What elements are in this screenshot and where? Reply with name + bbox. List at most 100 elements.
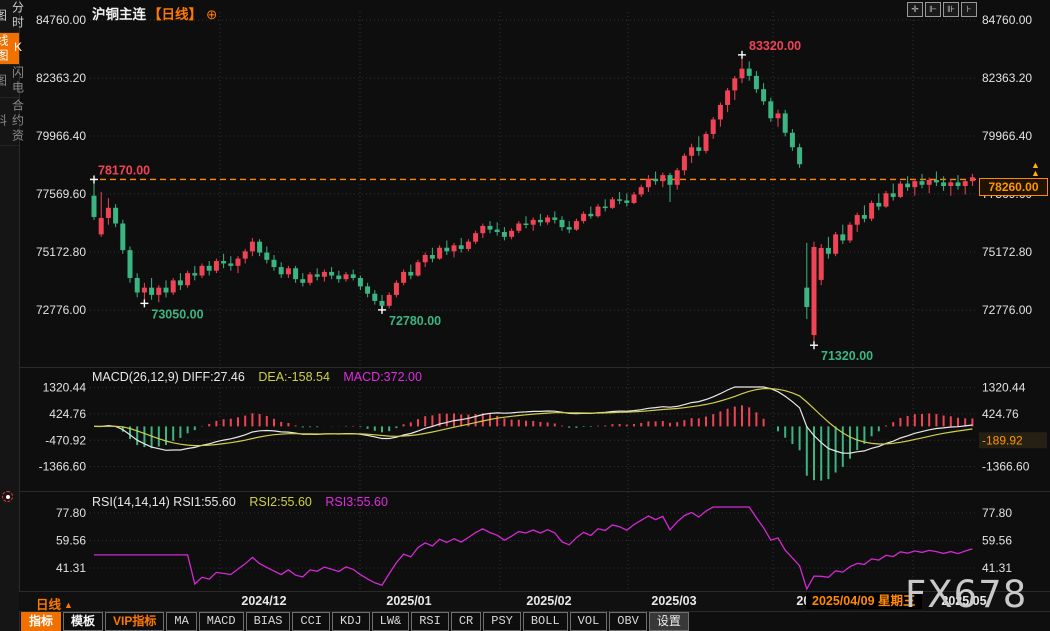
candle-body bbox=[566, 227, 572, 230]
candle-body bbox=[372, 293, 378, 301]
candle-body bbox=[393, 282, 399, 295]
xaxis-row: 日线▲ 2024/122025/012025/022025/032025/042… bbox=[19, 592, 1050, 612]
xaxis-tick-label: 2025/02 bbox=[526, 594, 572, 608]
candle-body bbox=[336, 275, 342, 280]
candle-body bbox=[408, 271, 414, 276]
add-compare-icon[interactable]: ⊕ bbox=[206, 7, 218, 22]
candle-body bbox=[912, 181, 918, 188]
candle-body bbox=[437, 247, 443, 259]
candle-body bbox=[501, 231, 507, 237]
candle-body bbox=[573, 221, 579, 230]
candle-body bbox=[638, 187, 644, 195]
candle-body bbox=[703, 133, 709, 151]
period-dropdown-icon: ▲ bbox=[64, 600, 73, 610]
candle-body bbox=[473, 233, 479, 242]
price-axis-label-left: 75172.80 bbox=[36, 245, 86, 259]
macd-axis-label-right: -189.92 bbox=[982, 433, 1023, 447]
candle-body bbox=[588, 213, 594, 217]
candle-body bbox=[581, 213, 587, 222]
candle-body bbox=[545, 217, 551, 223]
toolbar-tab-MA[interactable]: MA bbox=[166, 612, 197, 631]
price-axis-label-right: 79966.40 bbox=[982, 129, 1032, 143]
toolbar-tab-模板[interactable]: 模板 bbox=[63, 612, 104, 631]
toolbar-tab-OBV[interactable]: OBV bbox=[609, 612, 647, 631]
period-selector[interactable]: 日线 ▲ bbox=[36, 598, 73, 612]
candle-body bbox=[552, 217, 558, 220]
divider-rsi-xaxis bbox=[19, 591, 1050, 592]
candle-body bbox=[689, 147, 695, 156]
candle-body bbox=[343, 274, 349, 280]
candle-body bbox=[761, 89, 767, 102]
candle-body bbox=[617, 199, 623, 201]
sidebar-item-kline-chart[interactable]: K线图 bbox=[0, 33, 25, 65]
macd-axis-label-right: 1320.44 bbox=[982, 381, 1026, 395]
candle-body bbox=[789, 132, 795, 148]
candle-body bbox=[314, 274, 320, 277]
sidebar-item-contract-info[interactable]: 合约资料 bbox=[0, 99, 25, 146]
toolbar-tab-CR[interactable]: CR bbox=[450, 612, 482, 631]
toolbar-tab-BOLL[interactable]: BOLL bbox=[522, 612, 568, 631]
macd-dea-value: DEA:-158.54 bbox=[258, 370, 330, 384]
macd-axis-label-left: 1320.44 bbox=[43, 381, 87, 395]
candle-body bbox=[660, 175, 666, 182]
price-axis-label-left: 72776.00 bbox=[36, 303, 86, 317]
candle-body bbox=[185, 273, 191, 286]
candle-body bbox=[257, 241, 263, 253]
toolbar-tab-VOL[interactable]: VOL bbox=[569, 612, 608, 631]
candle-body bbox=[717, 104, 723, 120]
candle-body bbox=[861, 215, 867, 219]
rsi-axis-label-right: 59.56 bbox=[982, 534, 1012, 548]
price-marker-icon: ▲ ▲ bbox=[1031, 160, 1040, 178]
sidebar-item-time-chart[interactable]: 分时图 bbox=[0, 1, 25, 33]
toolbar-tab-CCI[interactable]: CCI bbox=[292, 612, 331, 631]
candle-body bbox=[141, 287, 147, 293]
candle-body bbox=[753, 75, 759, 90]
candle-body bbox=[271, 259, 277, 268]
candle-body bbox=[285, 268, 291, 275]
candle-body bbox=[235, 258, 241, 266]
candle-body bbox=[480, 225, 486, 234]
candle-body bbox=[732, 78, 738, 91]
toolbar-tab-MACD[interactable]: MACD bbox=[198, 612, 244, 631]
chart-title: 沪铜主连 【日线】 ⊕ bbox=[92, 3, 217, 23]
candle-body bbox=[98, 217, 104, 235]
toolbar-tab-指标[interactable]: 指标 bbox=[21, 612, 62, 631]
period-tag: 【日线】 bbox=[148, 7, 202, 22]
candle-body bbox=[321, 271, 327, 277]
candle-body bbox=[890, 193, 896, 197]
sidebar-item-flash-chart[interactable]: 闪电图 bbox=[0, 66, 25, 98]
candle-body bbox=[206, 265, 212, 271]
toolbar-tab-PSY[interactable]: PSY bbox=[483, 612, 521, 631]
toolbar-tab-BIAS[interactable]: BIAS bbox=[245, 612, 291, 631]
pan-right-icon[interactable]: ⊦ bbox=[961, 2, 977, 17]
candle-body bbox=[149, 287, 155, 295]
toolbar-tab-设置[interactable]: 设置 bbox=[648, 612, 689, 631]
candle-body bbox=[401, 271, 407, 283]
macd-diff-line bbox=[93, 386, 973, 454]
candle-body bbox=[221, 261, 227, 264]
candle-body bbox=[516, 223, 522, 231]
candle-body bbox=[768, 101, 774, 119]
candle-body bbox=[818, 247, 824, 280]
macd-axis-label-left: 424.76 bbox=[49, 407, 86, 421]
macd-axis-label-left: -1366.60 bbox=[39, 460, 87, 474]
candle-body bbox=[897, 183, 903, 197]
xaxis-tick-label: 2024/12 bbox=[241, 594, 287, 608]
candle-body bbox=[264, 252, 270, 260]
chart-canvas[interactable]: 78170.00 73050.00 72780.00 83320.00 71320.00… bbox=[0, 0, 1050, 592]
toolbar-tab-RSI[interactable]: RSI bbox=[411, 612, 449, 631]
candle-body bbox=[134, 277, 140, 293]
candle-body bbox=[458, 245, 464, 249]
toolbar-tab-KDJ[interactable]: KDJ bbox=[332, 612, 370, 631]
rsi-line bbox=[94, 506, 973, 591]
zoom-axis-right-icon[interactable]: ⊪ bbox=[943, 2, 959, 17]
zoom-axis-left-icon[interactable]: ⊩ bbox=[925, 2, 941, 17]
toolbar-tab-VIP指标[interactable]: VIP指标 bbox=[105, 612, 165, 631]
move-crosshair-icon[interactable]: ✛ bbox=[907, 2, 923, 17]
toolbar-tab-LW&[interactable]: LW& bbox=[371, 612, 410, 631]
candle-body bbox=[429, 254, 435, 259]
candle-body bbox=[537, 219, 543, 223]
candle-body bbox=[811, 246, 817, 336]
candle-body bbox=[365, 286, 371, 294]
